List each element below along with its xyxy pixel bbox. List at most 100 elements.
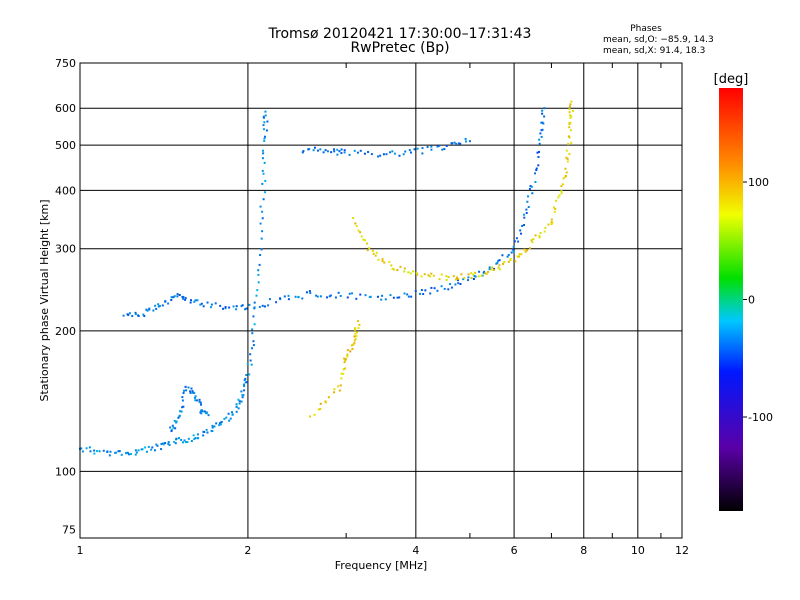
data-point — [262, 116, 265, 119]
data-point — [232, 305, 235, 308]
data-point — [366, 249, 369, 252]
data-point — [146, 309, 149, 312]
data-point — [181, 441, 184, 444]
data-point — [134, 449, 137, 452]
data-point — [227, 412, 230, 415]
data-point — [122, 314, 125, 317]
data-point — [181, 406, 184, 409]
data-point — [241, 396, 244, 399]
data-point — [553, 206, 556, 209]
data-point — [543, 107, 546, 110]
data-point — [333, 148, 336, 151]
data-point — [144, 446, 147, 449]
data-point — [240, 390, 243, 393]
data-point — [507, 253, 510, 256]
data-point — [353, 328, 356, 331]
data-point — [340, 152, 343, 155]
data-point — [367, 151, 370, 154]
data-point — [326, 296, 329, 299]
data-point — [430, 145, 433, 148]
data-point — [258, 263, 261, 266]
data-point — [147, 445, 150, 448]
data-point — [203, 410, 206, 413]
data-point — [369, 295, 372, 298]
data-point — [421, 147, 424, 150]
y-axis-label: Stationary phase Virtual Height [km] — [38, 199, 51, 401]
data-point — [340, 148, 343, 151]
data-point — [221, 307, 224, 310]
data-point — [376, 295, 379, 298]
data-point — [353, 342, 356, 345]
data-point — [175, 420, 178, 423]
data-point — [333, 388, 336, 391]
data-point — [294, 295, 297, 298]
data-point — [253, 306, 256, 309]
data-point — [539, 232, 542, 235]
data-point — [251, 347, 254, 350]
data-point — [223, 417, 226, 420]
data-point — [125, 452, 128, 455]
data-point — [88, 446, 91, 449]
x-tick-label: 10 — [631, 544, 645, 557]
data-point — [353, 339, 356, 342]
data-point — [537, 150, 540, 153]
data-point — [463, 276, 466, 279]
colorbar-tick-label: 0 — [748, 294, 755, 307]
data-point — [407, 295, 410, 298]
data-point — [359, 149, 362, 152]
data-point — [430, 272, 433, 275]
data-point — [372, 252, 375, 255]
data-point — [541, 121, 544, 124]
data-point — [261, 210, 264, 213]
data-point — [371, 249, 374, 252]
data-point — [287, 294, 290, 297]
data-point — [348, 292, 351, 295]
data-point — [455, 276, 458, 279]
data-point — [173, 440, 176, 443]
data-point — [357, 229, 360, 232]
data-point — [550, 223, 553, 226]
data-point — [193, 438, 196, 441]
data-point — [339, 384, 342, 387]
data-point — [408, 149, 411, 152]
data-point — [193, 300, 196, 303]
data-point — [275, 301, 278, 304]
data-point — [382, 153, 385, 156]
data-point — [231, 413, 234, 416]
data-point — [357, 326, 360, 329]
data-point — [460, 273, 463, 276]
data-point — [263, 305, 266, 308]
data-point — [93, 452, 96, 455]
data-point — [420, 275, 423, 278]
data-point — [564, 174, 567, 177]
data-point — [148, 307, 151, 310]
data-point — [352, 343, 355, 346]
data-point — [480, 274, 483, 277]
data-point — [354, 222, 357, 225]
data-point — [416, 273, 419, 276]
data-point — [167, 442, 170, 445]
data-point — [541, 112, 544, 115]
data-point — [498, 268, 501, 271]
data-point — [568, 105, 571, 108]
data-point — [287, 298, 290, 301]
data-point — [485, 272, 488, 275]
data-point — [445, 144, 448, 147]
data-point — [250, 363, 253, 366]
data-point — [493, 267, 496, 270]
colorbar-tick-label: 100 — [748, 176, 769, 189]
phases-o-stats: mean, sd,O: −85.9, 14.3 — [603, 35, 714, 45]
data-point — [510, 251, 513, 254]
x-axis-label: Frequency [MHz] — [335, 559, 427, 572]
data-point — [535, 167, 538, 170]
data-point — [330, 151, 333, 154]
data-point — [174, 442, 177, 445]
data-point — [252, 340, 255, 343]
data-point — [190, 440, 193, 443]
data-point — [118, 450, 121, 453]
data-point — [324, 149, 327, 152]
data-point — [539, 132, 542, 135]
data-point — [570, 115, 573, 118]
data-point — [391, 267, 394, 270]
data-point — [134, 453, 137, 456]
